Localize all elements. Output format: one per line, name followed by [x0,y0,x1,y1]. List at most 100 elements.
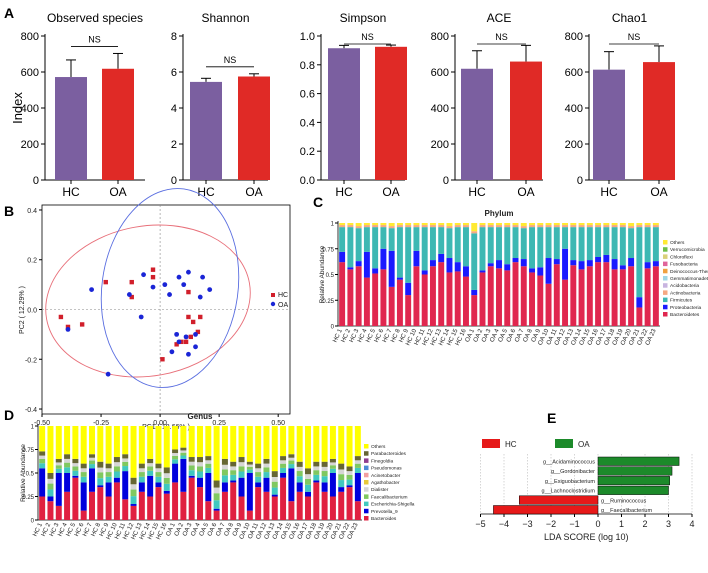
bar-segment-bacteroidetes [504,270,511,326]
bar-segment-bacteroidetes [347,269,354,326]
bar-OA [238,76,270,180]
bar-segment-bacteroidetes [628,266,635,326]
bar-segment-dialister [271,476,278,482]
bar-segment-minor [388,226,395,229]
bar-segment-faecalibacterium [205,463,212,468]
bar-segment-proteobacteria [586,260,593,267]
y-tick-label: 1 [31,425,35,431]
bar-segment-faecalibacterium [147,466,154,471]
bar-segment-parabacteroides [163,467,170,474]
bar-segment-others [155,426,162,464]
lda-bar-g-exiguobacterium [597,476,670,486]
bar-segment-others [338,426,345,464]
bar-segment-faecalibacterium [97,472,104,479]
legend-label: Escherichia-Shigella [371,502,415,508]
point-oa [186,269,191,275]
bar-segment-firmicutes [636,227,643,298]
bar-segment-firmicutes [512,227,519,259]
chart-title: Genus [188,412,213,421]
bar-segment-escherichia-shigella [197,471,203,478]
bar-segment-firmicutes [347,227,354,268]
bar-segment-others [652,223,659,226]
bar-segment-firmicutes [413,227,420,251]
bar-segment-bacteroides [346,487,353,520]
point-oa [162,282,168,288]
y-tick-label: 0.0 [27,308,37,315]
legend-swatch [364,501,369,507]
point-hc [79,322,85,327]
point-oa [89,287,94,292]
x-tick-label-HC: HC [62,185,80,199]
bar-segment-bacteroidetes [396,279,403,326]
point-oa [200,274,206,280]
bar-segment-firmicutes [611,227,618,260]
bar-segment-prevotella-9 [89,468,95,492]
subplot-title: Simpson [340,11,387,25]
bar-segment-bacteroidetes [570,265,577,326]
x-tick-label: 3 [666,519,671,529]
bar-segment-faecalibacterium [238,466,245,472]
bar-segment-others [520,223,527,227]
bar-segment-escherichia-shigella [64,467,71,473]
bar-segment-bacteroides [39,496,46,520]
bar-segment-proteobacteria [438,253,445,263]
bar-segment-others [197,426,203,458]
bar-segment-prevotella-9 [238,477,245,497]
ellipse-hc [45,224,251,378]
y-tick-label: 1 [331,222,335,228]
alpha-subplot-shannon: Shannon 0 2 4 6 8 HC OA NS [171,11,270,199]
bar-segment-firmicutes [652,227,659,262]
bar-segment-bacteroidetes [603,262,610,326]
point-oa [138,314,144,320]
point-oa [181,282,187,288]
bar-segment-others [644,223,651,226]
bar-segment-others [205,426,212,457]
bar-segment-others [562,223,569,226]
bar-segment-minor [611,225,618,228]
bar-segment-proteobacteria [347,267,354,270]
point-oa [207,287,213,292]
x-tick-label-HC: HC [468,185,486,199]
bar-segment-bacteroides [180,491,187,520]
bar-segment-prevotella-9 [122,471,129,500]
point-oa [150,284,156,290]
bar-segment-faecalibacterium [122,461,129,467]
bar-segment-bacteroides [263,491,270,520]
bar-segment-bacteroidetes [619,269,626,326]
legend-label: Prevotella_9 [371,509,398,515]
point-hc [186,314,191,320]
bar-segment-proteobacteria [446,258,453,273]
ellipse-oa [100,188,240,388]
bar-segment-prevotella-9 [255,482,262,488]
bar-segment-parabacteroides [296,461,303,467]
bar-segment-escherichia-shigella [338,480,345,488]
bar-segment-escherichia-shigella [238,471,245,478]
legend-label: Verrucomicrobia [670,247,705,253]
bar-segment-bacteroidetes [520,266,527,326]
legend-swatch [663,240,668,245]
bar-HC [461,68,493,180]
bar-segment-faecalibacterium [213,493,220,501]
point-oa [193,331,198,337]
bar-segment-parabacteroides [288,454,295,458]
bar-segment-others [611,223,618,226]
point-oa [176,274,182,280]
bar-segment-prevotella-9 [205,473,212,502]
bar-segment-bacteroidetes [380,269,387,326]
bar-OA [643,62,675,180]
legend-label: Fusobacteria [670,262,698,268]
bar-segment-parabacteroides [105,463,112,469]
bar-segment-others [471,223,478,232]
legend-label: Pseudomonas [371,466,402,472]
bar-segment-proteobacteria [529,268,535,273]
y-tick-label: 0.75 [22,448,34,454]
x-tick-label: 4 [689,519,694,529]
y-tick-label: 600 [431,67,449,79]
bar-segment-proteobacteria [619,265,626,270]
bar-segment-dialister [138,468,145,473]
bar-segment-dialister [238,462,245,467]
bar-segment-parabacteroides [39,451,46,456]
bar-segment-others [603,223,610,226]
bar-segment-faecalibacterium [197,466,203,472]
bar-segment-minor [586,225,593,228]
